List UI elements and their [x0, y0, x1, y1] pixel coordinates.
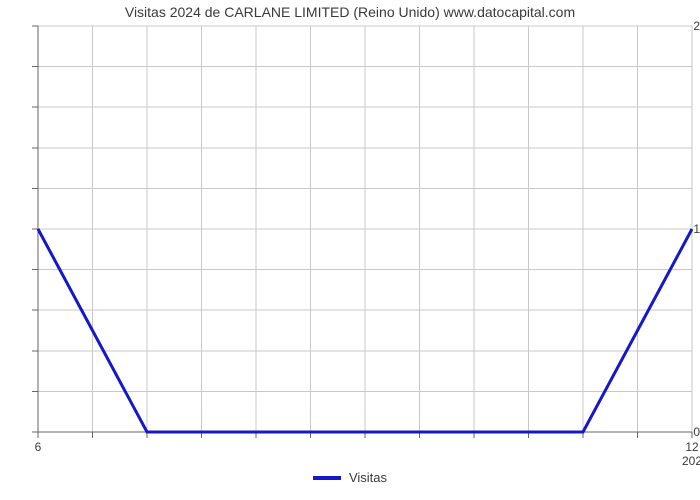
legend-label: Visitas — [349, 470, 387, 485]
chart-legend: Visitas — [0, 470, 700, 485]
chart-container: Visitas 2024 de CARLANE LIMITED (Reino U… — [0, 0, 700, 500]
x-tick-label: 12 — [685, 440, 698, 454]
legend-swatch — [313, 476, 341, 480]
x-tick-label: 6 — [35, 440, 42, 454]
chart-title: Visitas 2024 de CARLANE LIMITED (Reino U… — [0, 4, 700, 20]
y-tick-label: 2 — [672, 19, 700, 33]
y-tick-label: 1 — [672, 222, 700, 236]
x-sub-label: 202 — [682, 454, 700, 468]
y-tick-label: 0 — [672, 425, 700, 439]
chart-plot — [0, 0, 700, 500]
